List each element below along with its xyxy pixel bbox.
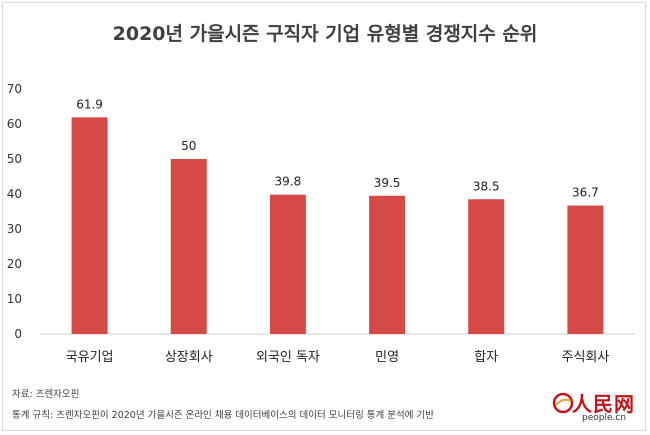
logo-subtext: people.cn — [582, 413, 627, 423]
people-cn-logo: 人民网 people.cn — [552, 386, 644, 432]
y-tick-label: 40 — [7, 187, 22, 201]
x-category-label: 합자 — [474, 350, 498, 365]
y-tick-label: 10 — [7, 292, 22, 306]
y-tick-label: 20 — [7, 257, 22, 271]
globe-icon — [552, 392, 574, 414]
x-category-label: 주식회사 — [561, 350, 609, 365]
chart-title: 2020년 가을시즌 구직자 기업 유형별 경쟁지수 순위 — [113, 23, 538, 45]
y-tick-label: 60 — [7, 117, 22, 131]
criteria-note: 통계 규칙: 즈렌자오핀이 2020년 가을시즌 온라인 채용 데이터베이스의 … — [12, 410, 434, 421]
bar — [71, 117, 108, 334]
bar — [269, 194, 306, 334]
bars — [71, 117, 604, 334]
data-labels: 61.9 50 39.8 39.5 38.5 36.7 — [76, 97, 599, 199]
data-label: 50 — [181, 139, 196, 153]
bar — [170, 159, 207, 334]
data-label: 36.7 — [572, 186, 599, 200]
x-category-label: 외국인 독자 — [256, 350, 320, 365]
x-category-label: 민영 — [375, 350, 399, 365]
data-label: 39.8 — [275, 175, 302, 189]
source-note: 자료: 즈렌자오핀 — [12, 389, 80, 400]
data-label: 38.5 — [473, 179, 500, 193]
y-tick-label: 50 — [7, 152, 22, 166]
x-axis-categories: 국유기업 상장회사 외국인 독자 민영 합자 주식회사 — [66, 350, 610, 365]
y-tick-label: 70 — [7, 82, 22, 96]
data-label: 61.9 — [76, 97, 103, 111]
y-tick-label: 0 — [14, 327, 22, 341]
bar — [468, 199, 505, 334]
y-axis: 0 10 20 30 40 50 60 70 — [7, 82, 22, 341]
x-category-label: 국유기업 — [66, 350, 114, 365]
chart-frame — [2, 2, 646, 431]
bar — [567, 205, 604, 334]
x-category-label: 상장회사 — [165, 350, 213, 365]
logo-text: 人民网 — [572, 392, 635, 416]
y-tick-label: 30 — [7, 222, 22, 236]
bar — [369, 195, 406, 334]
data-label: 39.5 — [374, 176, 401, 190]
